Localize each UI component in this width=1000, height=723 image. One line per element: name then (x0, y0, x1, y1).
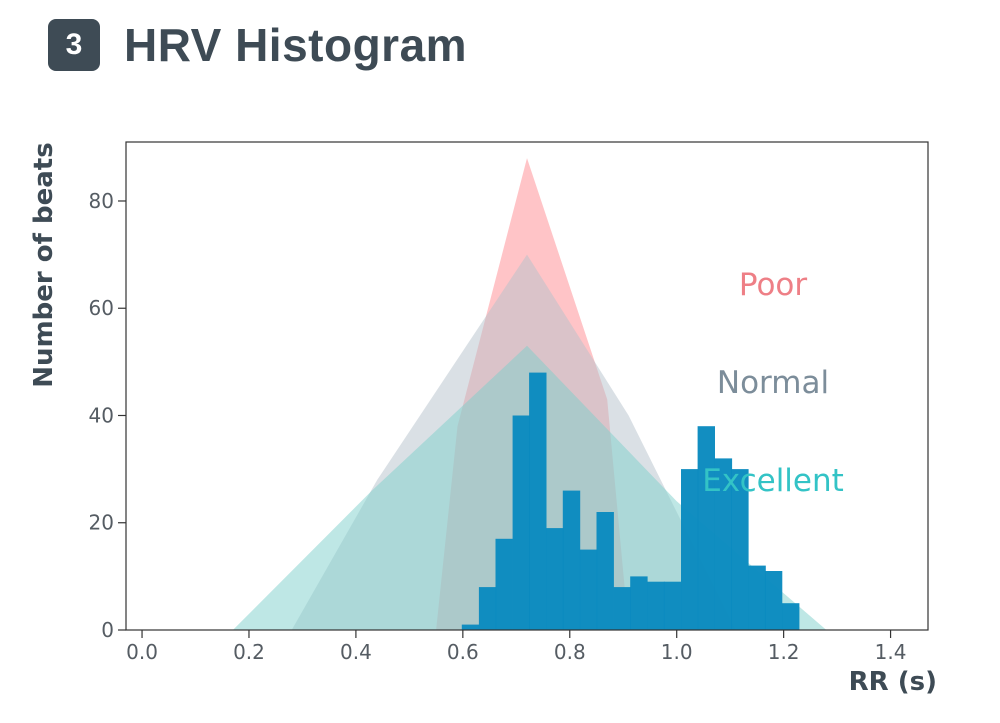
y-tick-label: 80 (89, 189, 114, 213)
histogram-bar (748, 565, 766, 630)
y-tick-label: 40 (89, 403, 114, 427)
histogram-bar (782, 603, 800, 630)
plot-frame (125, 141, 929, 631)
step-number-badge: 3 (48, 19, 100, 71)
x-tick-label: 0.8 (554, 640, 586, 664)
x-tick-label: 0.4 (340, 640, 372, 664)
histogram-bar (546, 528, 564, 630)
x-tick-label: 1.2 (768, 640, 800, 664)
histogram-bar (461, 624, 480, 630)
histogram-bar (731, 469, 749, 630)
histogram-bar (663, 581, 682, 630)
region-label-normal: Normal (717, 365, 829, 401)
histogram-bars (461, 372, 800, 630)
x-tick-label: 0.2 (233, 640, 265, 664)
x-axis-label: RR (s) (849, 667, 937, 697)
chart-header: 3 HRV Histogram (48, 18, 467, 72)
x-tick-label: 1.4 (875, 640, 907, 664)
y-tick-label: 20 (89, 511, 114, 535)
histogram-bar (697, 426, 715, 630)
region-labels: Poor Normal Excellent (702, 267, 844, 499)
histogram-bar (495, 538, 513, 630)
chart-title: HRV Histogram (124, 19, 468, 71)
histogram-bar (512, 415, 530, 630)
x-axis-ticks: 0.0 0.2 0.4 0.6 0.8 1.0 1.2 1.4 (126, 630, 906, 664)
histogram-bar (562, 490, 581, 630)
histogram-bar (714, 458, 733, 630)
histogram-bar (596, 512, 614, 630)
histogram-bar (647, 581, 665, 630)
x-tick-label: 0.6 (447, 640, 479, 664)
histogram-bar (529, 372, 547, 630)
region-label-excellent: Excellent (702, 463, 844, 499)
histogram-bar (579, 549, 598, 630)
x-tick-label: 0.0 (126, 640, 158, 664)
histogram-bar (478, 587, 497, 630)
y-axis-label: Number of beats (29, 142, 59, 387)
x-tick-label: 1.0 (661, 640, 693, 664)
region-label-poor: Poor (739, 267, 808, 303)
histogram-bar (613, 587, 631, 630)
histogram-bar (681, 469, 699, 630)
y-axis-ticks: 0 20 40 60 80 (89, 189, 126, 642)
histogram-bar (764, 571, 783, 630)
y-tick-label: 60 (89, 296, 114, 320)
histogram-bar (630, 576, 648, 630)
y-tick-label: 0 (101, 618, 114, 642)
